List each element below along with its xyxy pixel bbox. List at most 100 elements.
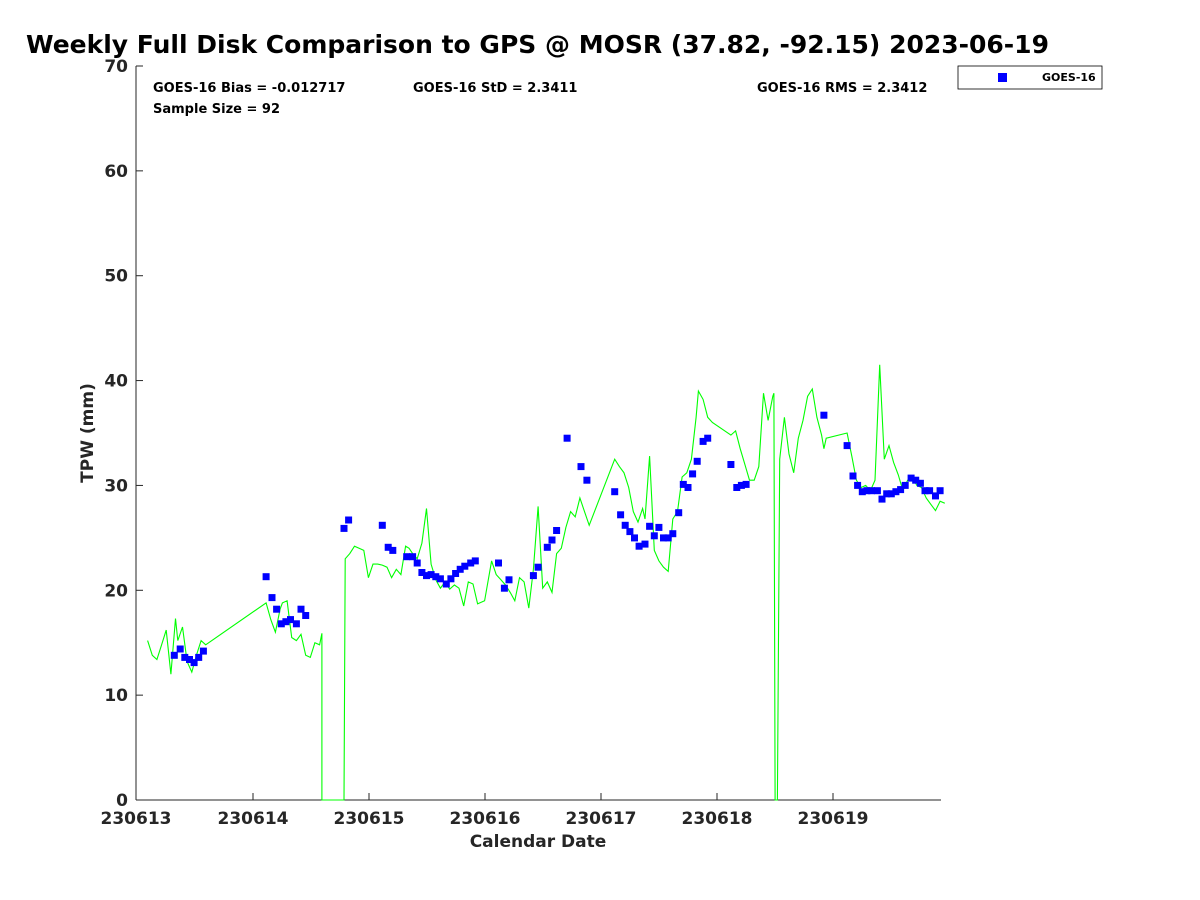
y-tick-label: 70 xyxy=(104,57,128,77)
x-tick-label: 230613 xyxy=(101,809,172,829)
goes16-point xyxy=(858,488,866,496)
y-tick-label: 40 xyxy=(104,372,128,392)
x-tick-label: 230617 xyxy=(566,809,637,829)
goes16-point xyxy=(626,528,634,536)
x-tick-label: 230614 xyxy=(218,809,289,829)
goes16-point xyxy=(495,559,502,567)
goes16-point xyxy=(704,434,712,442)
goes16-point xyxy=(505,576,513,584)
rms-stat: GOES-16 RMS = 2.3412 xyxy=(757,81,927,96)
y-tick-label: 20 xyxy=(104,581,128,601)
goes16-point xyxy=(277,620,285,628)
y-tick-label: 50 xyxy=(104,267,128,287)
goes16-point xyxy=(302,612,310,619)
goes16-point xyxy=(583,476,591,484)
goes16-point xyxy=(563,434,571,442)
goes16-point xyxy=(181,653,189,661)
sample-size-stat: Sample Size = 92 xyxy=(153,102,280,117)
legend-frame xyxy=(957,65,1103,90)
goes16-point xyxy=(413,559,421,567)
goes16-point xyxy=(409,553,417,561)
goes16-point xyxy=(577,463,585,471)
goes16-point xyxy=(190,659,198,667)
goes16-point xyxy=(461,562,469,570)
goes16-point xyxy=(742,480,750,488)
goes16-point xyxy=(297,605,305,613)
goes16-point xyxy=(693,457,701,465)
goes16-point xyxy=(650,532,658,540)
goes16-point xyxy=(543,543,551,551)
goes16-point xyxy=(843,442,851,450)
goes16-point xyxy=(916,479,924,487)
goes16-point xyxy=(553,527,561,534)
x-tick-label: 230616 xyxy=(450,809,521,829)
goes16-point xyxy=(340,524,348,532)
goes16-point xyxy=(892,488,900,496)
goes16-point xyxy=(897,486,905,494)
goes16-point xyxy=(655,523,663,531)
goes16-point xyxy=(282,618,290,626)
goes16-point xyxy=(873,487,881,495)
goes16-point xyxy=(186,656,193,663)
chart-title: Weekly Full Disk Comparison to GPS @ MOS… xyxy=(26,30,1049,59)
gps-series-line xyxy=(147,364,946,801)
goes16-point xyxy=(452,570,460,577)
y-tick-label: 10 xyxy=(104,686,128,706)
axes-frame xyxy=(135,66,941,801)
goes16-point xyxy=(684,484,692,491)
goes16-point xyxy=(621,521,629,529)
goes16-point xyxy=(733,484,741,491)
goes16-point xyxy=(635,542,643,550)
bias-stat: GOES-16 Bias = -0.012717 xyxy=(153,81,345,96)
goes16-point xyxy=(878,495,886,503)
goes16-point xyxy=(378,521,386,529)
y-tick-label: 30 xyxy=(104,476,128,496)
std-stat: GOES-16 StD = 2.3411 xyxy=(413,81,577,96)
goes16-point xyxy=(907,474,915,482)
goes16-point xyxy=(820,411,828,419)
goes16-point xyxy=(442,580,450,588)
goes16-point xyxy=(427,571,435,579)
goes16-point xyxy=(699,437,707,445)
goes16-point xyxy=(292,620,300,628)
goes16-point xyxy=(548,536,556,544)
goes16-point xyxy=(926,487,934,495)
goes-series-layer xyxy=(170,411,944,667)
goes16-point xyxy=(675,509,683,517)
goes16-point xyxy=(912,476,920,484)
goes16-point xyxy=(436,575,444,583)
goes16-point xyxy=(273,605,281,613)
goes16-point xyxy=(176,645,184,653)
goes16-point xyxy=(195,653,203,661)
legend-marker-goes16 xyxy=(998,73,1007,82)
x-axis-label: Calendar Date xyxy=(470,832,607,852)
y-tick-label: 60 xyxy=(104,162,128,182)
goes16-point xyxy=(529,572,537,580)
goes16-point xyxy=(660,534,667,542)
goes16-point xyxy=(887,490,895,498)
goes16-point xyxy=(641,540,649,548)
gps-series-layer xyxy=(147,364,946,801)
goes16-point xyxy=(345,516,353,524)
goes16-point xyxy=(389,546,397,554)
x-tick-label: 230618 xyxy=(682,809,753,829)
goes16-point xyxy=(199,647,207,655)
goes16-point xyxy=(287,616,294,624)
y-tick-label: 0 xyxy=(116,791,128,811)
x-tick-label: 230619 xyxy=(798,809,869,829)
goes16-point xyxy=(737,481,745,489)
goes16-point xyxy=(863,487,871,495)
goes16-point xyxy=(447,575,455,583)
tick-labels-layer: 0 10 20 30 40 50 60 70 230613 230614 230615 230616 2… xyxy=(101,57,869,829)
goes16-point xyxy=(418,569,426,576)
goes16-point xyxy=(646,522,654,530)
legend-label-goes16: GOES-16 xyxy=(1042,71,1096,84)
goes16-point xyxy=(868,487,875,495)
goes16-point xyxy=(456,565,464,573)
goes16-point xyxy=(679,480,687,488)
goes16-point xyxy=(262,573,270,581)
y-axis-label: TPW (mm) xyxy=(78,383,98,483)
goes16-point xyxy=(936,487,944,495)
goes16-point xyxy=(921,487,929,495)
